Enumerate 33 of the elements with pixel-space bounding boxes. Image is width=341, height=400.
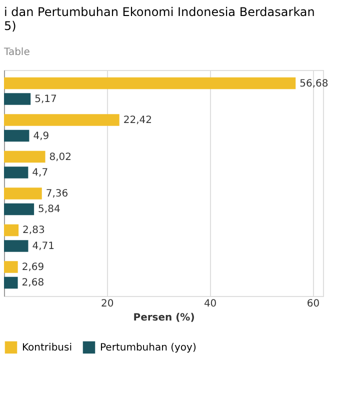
data-label: 8,02 bbox=[49, 152, 72, 163]
x-tick-label: 20 bbox=[101, 298, 114, 310]
bar bbox=[4, 130, 30, 142]
bar bbox=[4, 150, 46, 163]
x-axis-title: Persen (%) bbox=[133, 312, 195, 324]
data-label: 7,36 bbox=[46, 188, 68, 200]
bar bbox=[4, 166, 28, 178]
x-tick-label: 60 bbox=[306, 298, 320, 310]
data-label: 2,83 bbox=[22, 225, 45, 236]
data-label: 2,68 bbox=[22, 278, 44, 289]
legend-label: Pertumbuhan (yoy) bbox=[100, 342, 196, 354]
bar bbox=[4, 261, 18, 273]
legend-label: Kontribusi bbox=[22, 342, 72, 354]
data-label: 4,9 bbox=[33, 130, 50, 142]
text: 5) bbox=[4, 19, 16, 33]
data-label: 2,69 bbox=[22, 262, 44, 273]
x-tick-label: 40 bbox=[204, 298, 217, 310]
bar bbox=[4, 224, 19, 236]
bar bbox=[4, 77, 296, 90]
data-label: 4,7 bbox=[32, 168, 48, 178]
data-label: 5,84 bbox=[38, 204, 60, 216]
data-label: 5,17 bbox=[34, 94, 57, 106]
text: Table bbox=[3, 47, 30, 58]
data-label: 56,68 bbox=[300, 78, 328, 90]
bar bbox=[4, 203, 34, 216]
bar bbox=[4, 114, 120, 126]
text: i dan Pertumbuhan Ekonomi Indonesia Berdasarkan bbox=[4, 5, 315, 19]
bar bbox=[4, 240, 28, 252]
data-label: 22,42 bbox=[123, 115, 152, 126]
bar bbox=[4, 93, 31, 105]
bar bbox=[4, 188, 42, 200]
bar bbox=[4, 276, 18, 289]
data-label: 4,71 bbox=[32, 240, 54, 252]
